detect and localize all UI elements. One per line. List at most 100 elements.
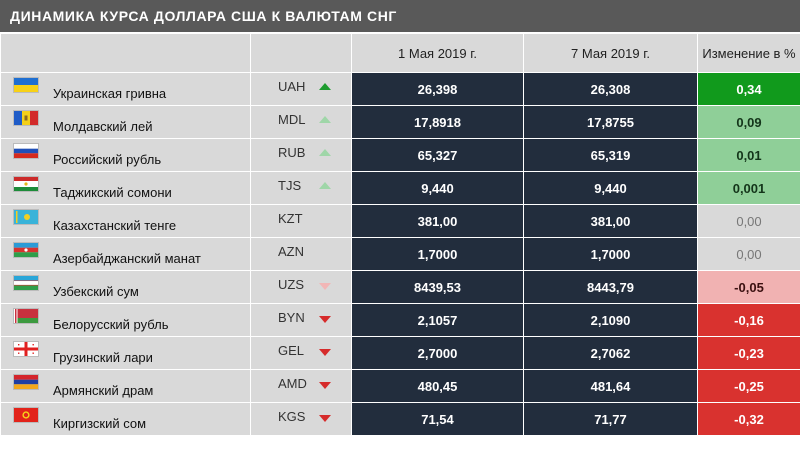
rate-may-1: 2,7000 bbox=[351, 336, 524, 370]
currency-name: Казахстанский тенге bbox=[53, 218, 177, 233]
change-percent: 0,34 bbox=[697, 72, 800, 106]
currency-code-cell: AZN bbox=[250, 237, 352, 271]
currency-name: Киргизский сом bbox=[53, 416, 147, 431]
header-date-2: 7 Мая 2019 г. bbox=[523, 33, 698, 73]
exchange-rate-table: 1 Мая 2019 г. 7 Мая 2019 г. Изменение в … bbox=[0, 33, 800, 436]
currency-code: AMD bbox=[278, 376, 307, 391]
change-percent: -0,05 bbox=[697, 270, 800, 304]
currency-name: Узбекский сум bbox=[53, 284, 139, 299]
table-row: Казахстанский тенге KZT 381,00 381,00 0,00 bbox=[0, 204, 800, 238]
header-blank-name bbox=[0, 33, 251, 73]
change-percent: 0,01 bbox=[697, 138, 800, 172]
currency-code: RUB bbox=[278, 145, 306, 160]
change-percent: 0,001 bbox=[697, 171, 800, 205]
uz-flag-icon bbox=[13, 275, 39, 291]
currency-name: Таджикский сомони bbox=[53, 185, 172, 200]
trend-up-icon bbox=[319, 182, 331, 189]
currency-code-cell: AMD bbox=[250, 369, 352, 403]
currency-code-cell: TJS bbox=[250, 171, 352, 205]
rate-may-1: 17,8918 bbox=[351, 105, 524, 139]
currency-name: Украинская гривна bbox=[53, 86, 167, 101]
table-row: Грузинский лари GEL 2,7000 2,7062 -0,23 bbox=[0, 336, 800, 370]
change-percent: -0,32 bbox=[697, 402, 800, 436]
rate-may-7: 26,308 bbox=[523, 72, 698, 106]
trend-down-icon bbox=[319, 382, 331, 389]
table-row: Киргизский сом KGS 71,54 71,77 -0,32 bbox=[0, 402, 800, 436]
rate-may-7: 65,319 bbox=[523, 138, 698, 172]
currency-code: UZS bbox=[278, 277, 304, 292]
header-change: Изменение в % bbox=[697, 33, 800, 73]
rate-may-1: 381,00 bbox=[351, 204, 524, 238]
table-row: Украинская гривна UAH 26,398 26,308 0,34 bbox=[0, 72, 800, 106]
currency-code-cell: MDL bbox=[250, 105, 352, 139]
rate-may-7: 8443,79 bbox=[523, 270, 698, 304]
az-flag-icon bbox=[13, 242, 39, 258]
currency-name-cell: Грузинский лари bbox=[0, 336, 251, 370]
rate-may-1: 26,398 bbox=[351, 72, 524, 106]
currency-name: Азербайджанский манат bbox=[53, 251, 201, 266]
kg-flag-icon bbox=[13, 407, 39, 423]
rate-may-1: 71,54 bbox=[351, 402, 524, 436]
currency-code: GEL bbox=[278, 343, 305, 358]
rate-may-1: 65,327 bbox=[351, 138, 524, 172]
currency-code: MDL bbox=[278, 112, 306, 127]
table-header-row: 1 Мая 2019 г. 7 Мая 2019 г. Изменение в … bbox=[0, 33, 800, 73]
table-row: Молдавский лей MDL 17,8918 17,8755 0,09 bbox=[0, 105, 800, 139]
currency-name-cell: Таджикский сомони bbox=[0, 171, 251, 205]
table-row: Таджикский сомони TJS 9,440 9,440 0,001 bbox=[0, 171, 800, 205]
rate-may-1: 2,1057 bbox=[351, 303, 524, 337]
page-title: ДИНАМИКА КУРСА ДОЛЛАРА США К ВАЛЮТАМ СНГ bbox=[0, 0, 800, 32]
table-row: Азербайджанский манат AZN 1,7000 1,7000 0,00 bbox=[0, 237, 800, 271]
currency-code: KGS bbox=[278, 409, 306, 424]
table-row: Узбекский сум UZS 8439,53 8443,79 -0,05 bbox=[0, 270, 800, 304]
currency-code-cell: KZT bbox=[250, 204, 352, 238]
currency-code: TJS bbox=[278, 178, 302, 193]
currency-code: KZT bbox=[278, 211, 303, 226]
tj-flag-icon bbox=[13, 176, 39, 192]
currency-code: UAH bbox=[278, 79, 306, 94]
rate-may-7: 2,7062 bbox=[523, 336, 698, 370]
md-flag-icon bbox=[13, 110, 39, 126]
currency-name-cell: Казахстанский тенге bbox=[0, 204, 251, 238]
currency-code-cell: UAH bbox=[250, 72, 352, 106]
currency-code: AZN bbox=[278, 244, 304, 259]
rate-may-1: 480,45 bbox=[351, 369, 524, 403]
rate-may-7: 71,77 bbox=[523, 402, 698, 436]
trend-up-icon bbox=[319, 83, 331, 90]
currency-name-cell: Украинская гривна bbox=[0, 72, 251, 106]
rate-may-7: 381,00 bbox=[523, 204, 698, 238]
trend-up-icon bbox=[319, 149, 331, 156]
currency-code-cell: RUB bbox=[250, 138, 352, 172]
currency-name-cell: Узбекский сум bbox=[0, 270, 251, 304]
currency-code-cell: GEL bbox=[250, 336, 352, 370]
currency-name-cell: Молдавский лей bbox=[0, 105, 251, 139]
currency-name: Белорусский рубль bbox=[53, 317, 169, 332]
by-flag-icon bbox=[13, 308, 39, 324]
currency-name-cell: Армянский драм bbox=[0, 369, 251, 403]
table-row: Российский рубль RUB 65,327 65,319 0,01 bbox=[0, 138, 800, 172]
currency-name: Грузинский лари bbox=[53, 350, 153, 365]
change-percent: -0,25 bbox=[697, 369, 800, 403]
table-row: Армянский драм AMD 480,45 481,64 -0,25 bbox=[0, 369, 800, 403]
ge-flag-icon bbox=[13, 341, 39, 357]
currency-name: Армянский драм bbox=[53, 383, 154, 398]
rate-may-7: 481,64 bbox=[523, 369, 698, 403]
trend-down-icon bbox=[319, 349, 331, 356]
currency-name-cell: Азербайджанский манат bbox=[0, 237, 251, 271]
change-percent: -0,23 bbox=[697, 336, 800, 370]
ru-flag-icon bbox=[13, 143, 39, 159]
am-flag-icon bbox=[13, 374, 39, 390]
rate-may-7: 9,440 bbox=[523, 171, 698, 205]
trend-down-icon bbox=[319, 415, 331, 422]
rate-may-7: 2,1090 bbox=[523, 303, 698, 337]
kz-flag-icon bbox=[13, 209, 39, 225]
currency-name: Молдавский лей bbox=[53, 119, 153, 134]
currency-code-cell: KGS bbox=[250, 402, 352, 436]
currency-code: BYN bbox=[278, 310, 305, 325]
currency-code-cell: UZS bbox=[250, 270, 352, 304]
change-percent: 0,00 bbox=[697, 204, 800, 238]
currency-code-cell: BYN bbox=[250, 303, 352, 337]
header-date-1: 1 Мая 2019 г. bbox=[351, 33, 524, 73]
rate-may-1: 9,440 bbox=[351, 171, 524, 205]
change-percent: 0,09 bbox=[697, 105, 800, 139]
